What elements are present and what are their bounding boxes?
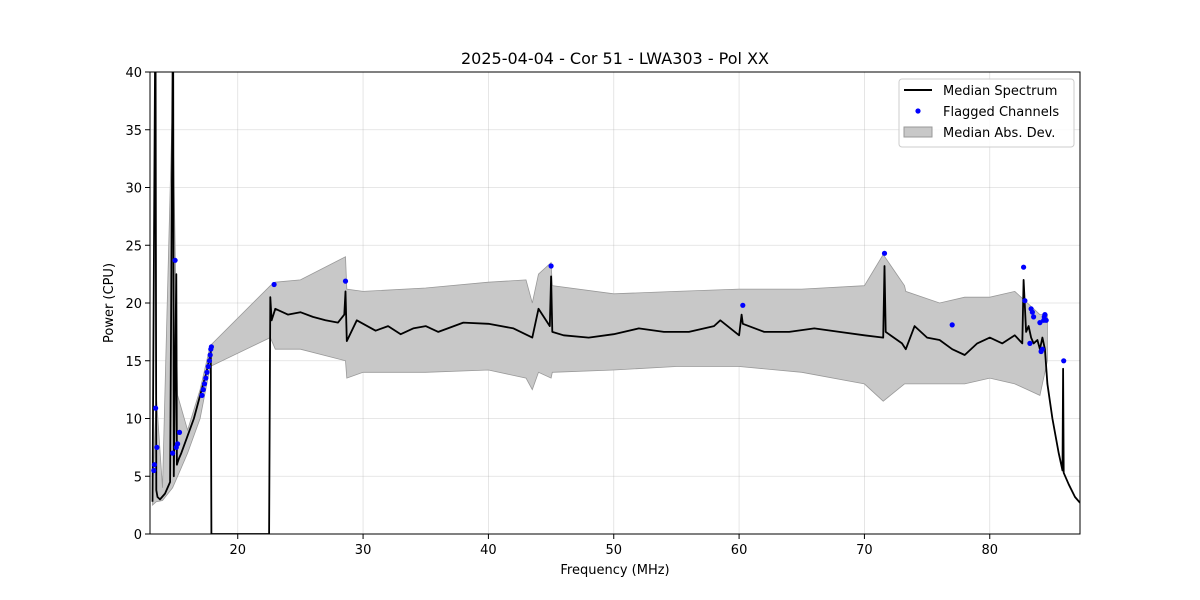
plot-area — [151, 72, 1080, 534]
x-axis-label: Frequency (MHz) — [560, 563, 669, 578]
flagged-channel-point — [1022, 298, 1028, 304]
flagged-channel-point — [271, 281, 277, 288]
flagged-channel-point — [151, 467, 157, 474]
flagged-channel-point — [151, 462, 157, 468]
flagged-channel-point — [176, 429, 183, 435]
legend-mad-label: Median Abs. Dev. — [943, 126, 1055, 141]
y-tick-label: 30 — [125, 182, 142, 197]
flagged-channel-point — [200, 387, 206, 393]
x-tick-label: 20 — [229, 543, 246, 558]
flagged-channel-point — [208, 344, 214, 350]
flagged-channel-point — [199, 392, 205, 398]
flagged-channel-point — [1042, 312, 1048, 318]
flagged-channel-point — [1027, 340, 1033, 346]
flagged-channel-point — [342, 278, 349, 284]
x-tick-label: 80 — [981, 543, 998, 558]
flagged-channel-point — [207, 352, 213, 358]
flagged-channel-point — [881, 250, 888, 256]
x-tick-label: 40 — [480, 543, 497, 558]
y-axis-label: Power (CPU) — [102, 263, 117, 343]
flagged-channel-point — [1039, 346, 1045, 352]
median-spectrum-line — [151, 72, 1080, 534]
legend-flagged-label: Flagged Channels — [943, 105, 1059, 120]
x-tick-label: 60 — [731, 543, 748, 558]
x-tick-label: 50 — [605, 543, 622, 558]
mad-band — [152, 95, 1048, 506]
legend-flagged-marker — [915, 108, 921, 114]
y-tick-label: 0 — [134, 528, 142, 543]
flagged-channel-point — [205, 363, 211, 370]
flagged-channel-point — [204, 369, 210, 375]
legend-box — [898, 78, 1075, 148]
y-tick-label: 10 — [125, 413, 142, 428]
y-axis: 0 5 10 15 20 25 30 35 40 — [125, 66, 150, 543]
legend-median-label: Median Spectrum — [943, 84, 1057, 99]
x-tick-label: 70 — [856, 543, 873, 558]
flagged-channel-point — [203, 375, 209, 381]
flagged-channel-point — [740, 302, 746, 308]
flagged-channel-point — [201, 381, 208, 387]
legend: Median Spectrum Flagged Channels Median … — [898, 78, 1075, 148]
flagged-channel-point — [1029, 309, 1035, 315]
flagged-channel-point — [172, 257, 178, 263]
x-tick-label: 30 — [355, 543, 372, 558]
y-tick-label: 20 — [125, 297, 142, 312]
flagged-channel-point — [154, 444, 160, 450]
y-tick-label: 25 — [125, 239, 142, 254]
flagged-channel-point — [1061, 358, 1067, 364]
y-tick-label: 15 — [125, 355, 142, 370]
flagged-channel-point — [548, 263, 554, 269]
x-axis: 20 30 40 50 60 70 80 — [229, 534, 998, 558]
flagged-channel-point — [206, 358, 213, 364]
y-tick-label: 5 — [134, 470, 142, 485]
flagged-channel-point — [949, 322, 955, 328]
flagged-channel-point — [1037, 320, 1043, 326]
flagged-channel-point — [1021, 264, 1027, 270]
flagged-channel-point — [175, 441, 181, 447]
legend-mad-swatch — [903, 126, 933, 138]
flagged-channel-point — [1043, 317, 1049, 323]
y-tick-label: 35 — [125, 124, 142, 139]
flagged-channel-point — [170, 450, 176, 456]
y-tick-label: 40 — [125, 66, 142, 81]
flagged-channel-point — [153, 405, 159, 411]
chart-title: 2025-04-04 - Cor 51 - LWA303 - Pol XX — [461, 49, 769, 68]
flagged-channel-point — [1031, 314, 1037, 320]
